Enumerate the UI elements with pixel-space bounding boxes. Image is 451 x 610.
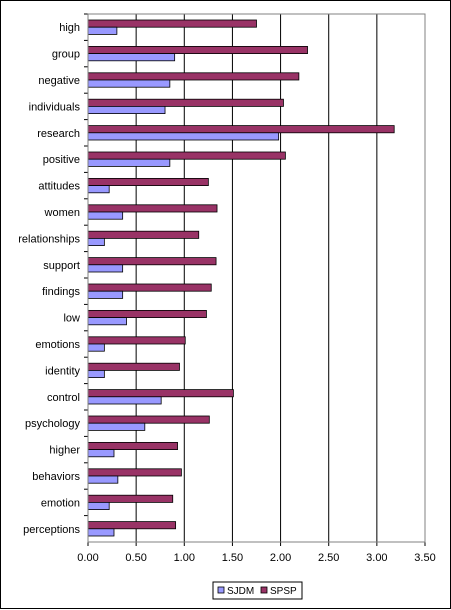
- legend-swatch-sjdm: [217, 586, 225, 594]
- category-label: psychology: [25, 418, 81, 430]
- bar-spsp: [87, 362, 180, 371]
- x-tick-label: 1.50: [222, 552, 243, 564]
- category-label: control: [47, 392, 80, 404]
- bar-spsp: [87, 204, 218, 213]
- bar-sjdm: [87, 422, 146, 431]
- bar-spsp: [87, 494, 174, 503]
- bar-spsp: [87, 415, 210, 424]
- bar-spsp: [87, 19, 257, 28]
- bar-sjdm: [87, 53, 176, 62]
- bar-sjdm: [87, 396, 162, 405]
- category-label: support: [43, 260, 80, 272]
- category-label: findings: [42, 286, 80, 298]
- bar-sjdm: [87, 528, 115, 537]
- bar-spsp: [87, 151, 286, 160]
- bar-sjdm: [87, 26, 118, 35]
- x-tick-label: 0.00: [77, 552, 98, 564]
- bar-spsp: [87, 257, 217, 266]
- category-label: behaviors: [32, 471, 80, 483]
- bar-spsp: [87, 283, 212, 292]
- bar-spsp: [87, 177, 209, 186]
- category-label: women: [44, 207, 80, 219]
- bar-spsp: [87, 72, 300, 81]
- bar-spsp: [87, 521, 177, 530]
- x-tick-label: 3.00: [366, 552, 387, 564]
- gridlines: [135, 14, 426, 542]
- bar-sjdm: [87, 237, 105, 246]
- bar-spsp: [87, 125, 395, 134]
- bar-spsp: [87, 336, 186, 345]
- category-label: group: [52, 49, 80, 61]
- bar-sjdm: [87, 79, 171, 88]
- category-label: high: [59, 22, 80, 34]
- bar-sjdm: [87, 158, 171, 167]
- bar-sjdm: [87, 211, 124, 220]
- category-label: attitudes: [38, 181, 80, 193]
- bar-spsp: [87, 98, 284, 107]
- x-tick-label: 0.50: [125, 552, 146, 564]
- legend-box: [212, 581, 303, 600]
- category-label: identity: [45, 365, 80, 377]
- category-label: negative: [38, 75, 80, 87]
- category-label: low: [63, 313, 80, 325]
- bar-sjdm: [87, 369, 105, 378]
- category-label: research: [37, 128, 80, 140]
- bar-sjdm: [87, 501, 110, 510]
- category-label: relationships: [18, 233, 80, 245]
- bars: [87, 19, 395, 537]
- category-label: positive: [43, 154, 80, 166]
- bar-spsp: [87, 309, 207, 318]
- bar-spsp: [87, 441, 178, 450]
- legend-label-sjdm: SJDM: [227, 586, 254, 597]
- bar-spsp: [87, 389, 234, 398]
- category-label: higher: [49, 445, 80, 457]
- x-tick-label: 2.50: [318, 552, 339, 564]
- bar-spsp: [87, 468, 182, 477]
- x-tick-label: 3.50: [414, 552, 435, 564]
- legend-swatch-spsp: [260, 586, 268, 594]
- bar-spsp: [87, 230, 200, 239]
- bar-sjdm: [87, 106, 166, 115]
- bar-sjdm: [87, 475, 119, 484]
- bar-sjdm: [87, 317, 127, 326]
- legend-label-spsp: SPSP: [270, 586, 297, 597]
- bar-sjdm: [87, 449, 115, 458]
- plot-area-border: [87, 13, 426, 543]
- legend: SJDM SPSP: [212, 581, 303, 600]
- category-label: perceptions: [23, 524, 80, 536]
- bar-sjdm: [87, 185, 110, 194]
- category-labels: high group negative individuals research posi…: [18, 13, 88, 536]
- bar-sjdm: [87, 264, 124, 273]
- category-label: emotion: [41, 497, 80, 509]
- category-label: individuals: [29, 101, 81, 113]
- bar-sjdm: [87, 290, 124, 299]
- bar-sjdm: [87, 343, 105, 352]
- x-tick-label: 1.00: [174, 552, 195, 564]
- x-tick-label: 2.00: [270, 552, 291, 564]
- category-label: emotions: [35, 339, 80, 351]
- bar-spsp: [87, 46, 308, 55]
- bar-sjdm: [87, 132, 280, 141]
